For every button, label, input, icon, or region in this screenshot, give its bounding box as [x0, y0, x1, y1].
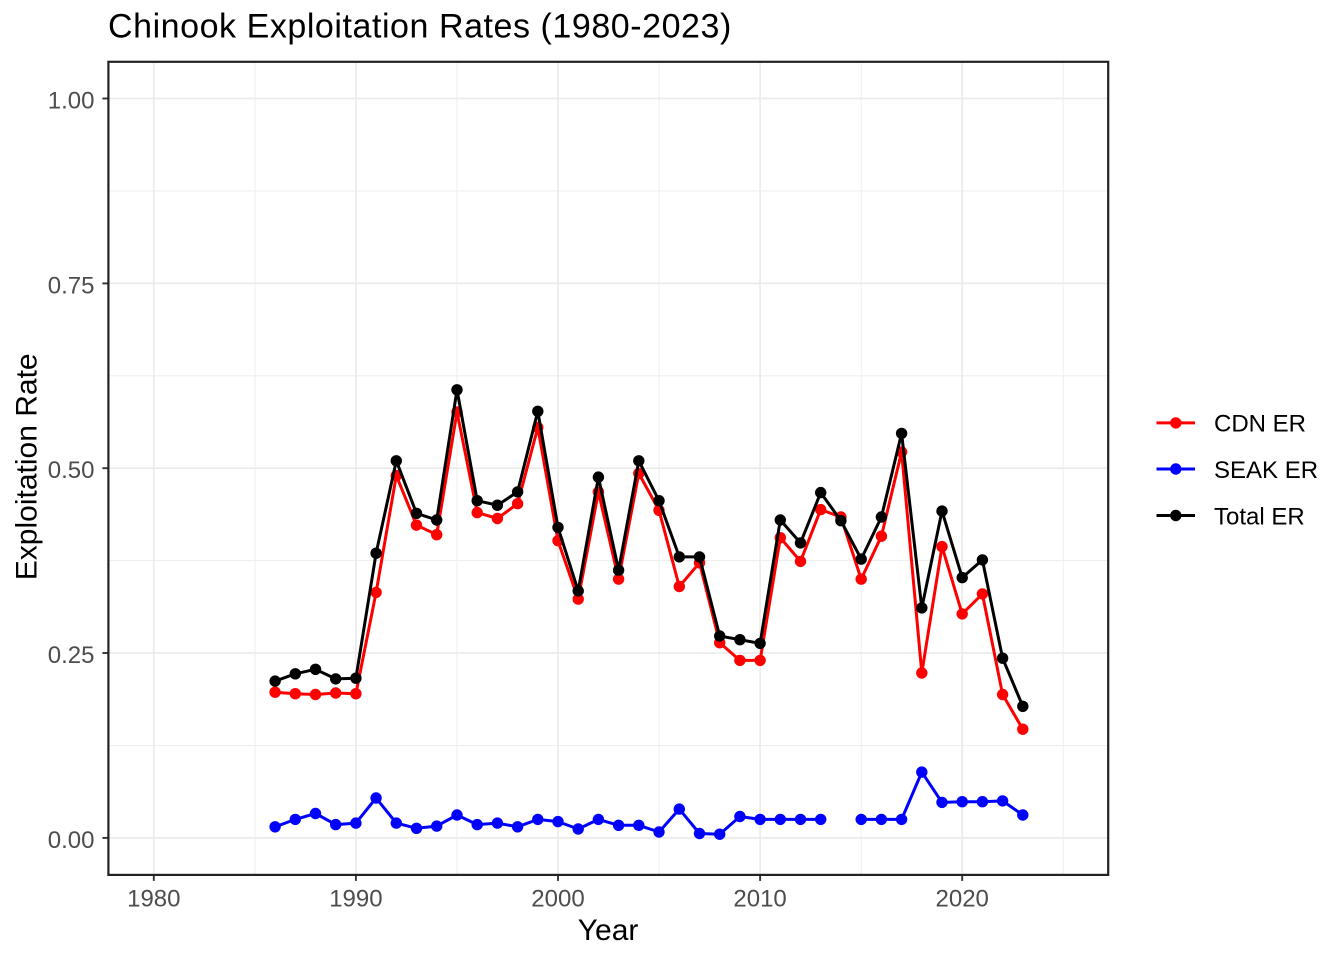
svg-text:2000: 2000: [531, 886, 584, 913]
svg-text:1.00: 1.00: [48, 88, 95, 115]
svg-text:0.75: 0.75: [48, 272, 95, 299]
svg-text:2010: 2010: [733, 886, 786, 913]
svg-text:Chinook Exploitation Rates (19: Chinook Exploitation Rates (1980-2023): [108, 8, 732, 46]
svg-text:2020: 2020: [936, 886, 989, 913]
svg-text:0.25: 0.25: [48, 642, 95, 669]
svg-text:0.00: 0.00: [48, 827, 95, 854]
svg-text:Total ER: Total ER: [1214, 503, 1305, 530]
svg-text:1980: 1980: [127, 886, 180, 913]
svg-text:SEAK ER: SEAK ER: [1214, 457, 1318, 484]
svg-text:Year: Year: [578, 914, 639, 947]
svg-text:0.50: 0.50: [48, 457, 95, 484]
svg-text:Exploitation Rate: Exploitation Rate: [11, 353, 44, 580]
svg-text:CDN ER: CDN ER: [1214, 411, 1306, 438]
svg-text:1990: 1990: [329, 886, 382, 913]
